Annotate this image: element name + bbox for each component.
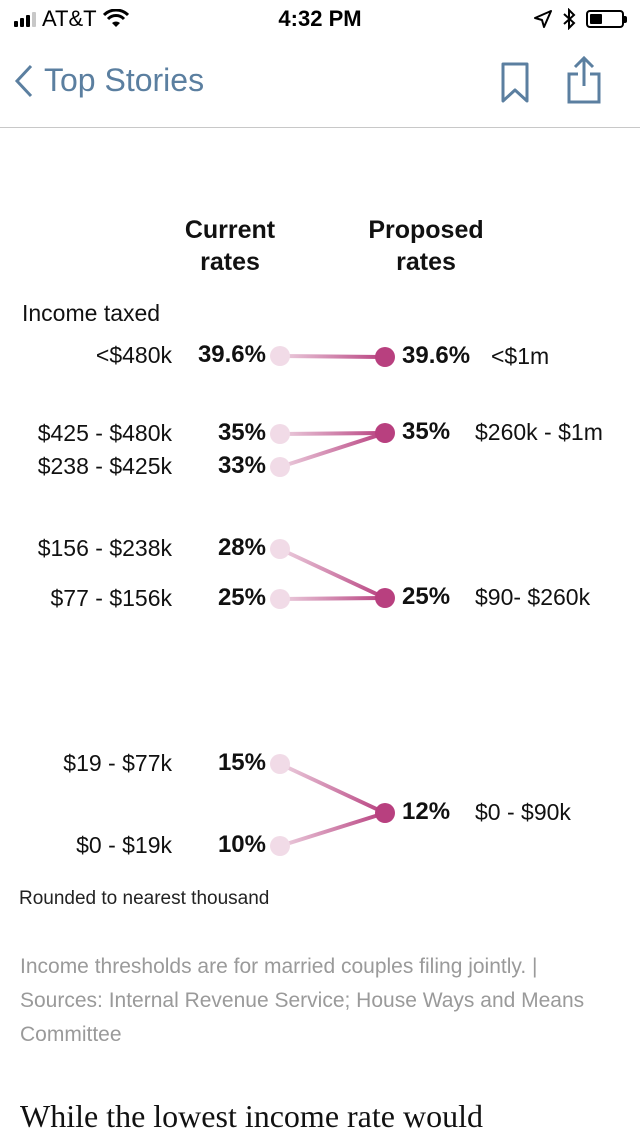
current-rate-label-0: 39.6% [197,341,266,368]
proposed-rate-label-3: 12% [402,798,451,825]
rate-link-1 [279,431,386,436]
bluetooth-icon [563,8,576,30]
rounding-note: Rounded to nearest thousand [19,888,270,909]
proposed-rate-label-2: 25% [402,583,451,610]
current-bracket-label-5: $19 - $77k [63,750,172,776]
current-rate-dot-3 [270,539,290,559]
current-rate-dot-0 [270,346,290,366]
back-label: Top Stories [44,62,205,98]
share-button[interactable] [566,55,602,111]
current-rate-label-2: 33% [217,452,266,479]
status-right [534,8,627,30]
current-rate-label-3: 28% [217,534,266,561]
rate-link-6 [279,811,386,848]
chevron-left-icon [14,64,33,97]
current-bracket-label-2: $238 - $425k [37,453,172,479]
status-time: 4:32 PM [278,6,362,31]
current-rate-dot-1 [270,424,290,444]
bookmark-icon [501,62,529,103]
rate-link-4 [279,596,386,601]
current-rate-label-6: 10% [217,831,266,858]
proposed-rate-dot-1 [375,423,395,443]
story-text: While the lowest income rate would [20,1098,483,1134]
proposed-bracket-label-3: $0 - $90k [475,799,571,825]
proposed-rate-dot-0 [375,347,395,367]
proposed-bracket-label-1: $260k - $1m [475,419,603,445]
proposed-bracket-label-0: <$1m [491,343,550,369]
current-bracket-label-1: $425 - $480k [37,420,172,446]
current-rate-label-5: 15% [217,749,266,776]
current-rates-header: Current rates [150,214,310,278]
proposed-rate-label-0: 39.6% [402,342,471,369]
rate-link-5 [279,762,386,815]
nav-bar: Top Stories [0,44,640,128]
carrier-name: AT&T [42,6,97,31]
current-header-line1: Current [184,216,276,244]
current-rate-dot-5 [270,754,290,774]
proposed-rate-dot-2 [375,588,395,608]
current-rate-label-4: 25% [217,584,266,611]
current-bracket-label-3: $156 - $238k [37,535,172,561]
current-rate-dot-4 [270,589,290,609]
rate-link-2 [279,431,386,469]
proposed-rate-label-1: 35% [402,418,451,445]
source-note: Income thresholds are for married couple… [20,955,585,1046]
battery-icon [586,10,627,28]
proposed-rates-header: Proposed rates [346,214,506,278]
location-arrow-icon [534,10,552,28]
signal-icon [14,11,36,27]
rate-link-0 [279,354,386,359]
wifi-icon [102,9,129,27]
back-button[interactable]: Top Stories [14,62,204,99]
current-rate-dot-6 [270,836,290,856]
rate-link-3 [279,547,386,600]
current-bracket-label-0: <$480k [95,342,172,368]
share-icon [567,55,601,104]
current-rate-dot-2 [270,457,290,477]
bookmark-button[interactable] [500,62,530,109]
current-bracket-label-4: $77 - $156k [50,585,172,611]
proposed-rate-dot-3 [375,803,395,823]
income-taxed-label: Income taxed [22,300,161,326]
status-bar: AT&T 4:32 PM [0,0,640,40]
carrier-group: AT&T [14,6,129,32]
slope-chart-svg [270,346,395,856]
proposed-bracket-label-2: $90- $260k [475,584,591,610]
current-bracket-label-6: $0 - $19k [76,832,172,858]
proposed-header-line2: rates [396,248,456,276]
current-header-line2: rates [200,248,260,276]
proposed-header-line1: Proposed [368,216,484,244]
current-rate-label-1: 35% [217,419,266,446]
tax-rate-chart: Current rates Proposed rates Income taxe… [0,128,640,948]
